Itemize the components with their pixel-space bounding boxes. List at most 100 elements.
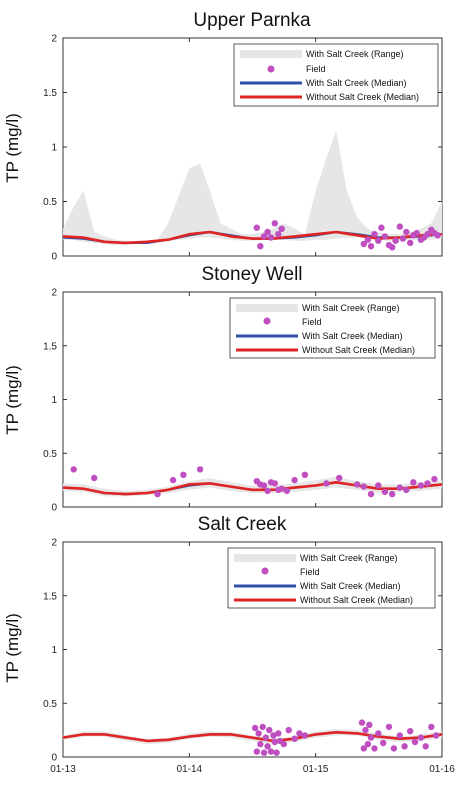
- field-point: [275, 730, 282, 737]
- y-tick-label: 1.5: [43, 88, 57, 99]
- y-ticks: 0 0.5 1 1.5 2: [43, 538, 442, 764]
- field-point: [260, 749, 268, 756]
- legend-range-label: With Salt Creek (Range): [306, 49, 404, 59]
- field-point: [389, 244, 396, 251]
- y-tick-label: 2: [51, 288, 57, 299]
- field-point: [403, 228, 410, 236]
- y-tick-label: 1.5: [43, 591, 57, 602]
- y-tick-label: 1.5: [43, 341, 57, 352]
- field-point: [362, 726, 369, 734]
- field-point: [266, 726, 273, 734]
- range-band-area: [63, 130, 442, 246]
- field-point: [259, 723, 266, 731]
- field-point: [413, 229, 420, 237]
- without-salt-creek-median-line: [62, 480, 443, 496]
- y-tick-label: 0.5: [43, 699, 57, 710]
- field-point: [257, 243, 264, 250]
- field-point: [428, 723, 435, 731]
- field-point: [411, 738, 419, 746]
- legend-field-marker: [267, 65, 275, 73]
- y-axis-label: TP (mg/l): [3, 613, 22, 683]
- field-point: [371, 231, 378, 238]
- field-point: [154, 490, 161, 498]
- legend: With Salt Creek (Range) Field With Salt …: [229, 297, 436, 359]
- field-point: [367, 243, 375, 250]
- field-point: [264, 487, 271, 495]
- field-point: [422, 743, 429, 750]
- range-band: [63, 130, 442, 246]
- legend-field-label: Field: [306, 64, 326, 74]
- field-point: [390, 745, 398, 752]
- field-point: [432, 732, 440, 739]
- field-point: [267, 748, 275, 755]
- field-point: [407, 728, 414, 735]
- x-ticks: [62, 38, 443, 256]
- field-point: [270, 732, 277, 739]
- field-point: [70, 466, 77, 473]
- field-point: [424, 231, 431, 238]
- field-point: [91, 474, 98, 482]
- field-point: [378, 224, 385, 231]
- field-point: [358, 719, 366, 726]
- field-point: [375, 482, 382, 489]
- field-point: [271, 220, 278, 227]
- legend-with-median-label: With Salt Creek (Median): [306, 78, 407, 88]
- legend-without-median-label: Without Salt Creek (Median): [306, 92, 419, 102]
- y-tick-label: 0: [51, 252, 57, 263]
- panel-salt-creek: Salt Creek TP (mg/l) 00.511.52 01-13 01-1…: [3, 514, 455, 775]
- y-tick-label: 1: [51, 143, 57, 154]
- legend-without-median-label: Without Salt Creek (Median): [300, 595, 413, 605]
- field-point: [434, 232, 441, 239]
- legend-field-marker: [263, 317, 271, 325]
- field-point: [410, 479, 417, 486]
- field-point: [375, 730, 382, 737]
- x-ticks: 01-13 01-14 01-15 01-16: [50, 542, 455, 775]
- field-points: [70, 466, 438, 498]
- median-lines: [62, 480, 443, 496]
- field-point: [375, 237, 382, 244]
- field-point: [367, 734, 375, 741]
- field-point: [180, 471, 187, 478]
- field-point: [169, 476, 177, 484]
- x-tick-label: 01-13: [50, 764, 76, 775]
- field-point: [364, 740, 372, 748]
- y-tick-label: 0: [51, 753, 57, 764]
- field-point: [360, 240, 367, 248]
- field-point: [396, 484, 403, 491]
- field-point: [381, 488, 389, 496]
- field-point: [403, 486, 410, 493]
- field-point: [278, 225, 285, 232]
- legend: With Salt Creek (Range) Field With Salt …: [227, 547, 436, 609]
- field-point: [275, 231, 282, 238]
- field-point: [401, 743, 408, 750]
- field-point: [271, 480, 278, 487]
- field-point: [354, 481, 361, 488]
- field-point: [360, 483, 367, 490]
- legend-field-label: Field: [300, 567, 320, 577]
- field-point: [407, 239, 414, 247]
- y-axis-label: TP (mg/l): [3, 365, 22, 435]
- field-point: [280, 740, 287, 748]
- x-tick-label: 01-15: [303, 764, 329, 775]
- y-tick-label: 0.5: [43, 449, 57, 460]
- field-point: [267, 234, 275, 241]
- panel-upper-parnka: Upper Parnka TP (mg/l) 0 0.5 1 1.5 2 With Sa…: [3, 10, 443, 263]
- legend-range-label: With Salt Creek (Range): [302, 303, 400, 313]
- field-point: [253, 224, 260, 231]
- legend-with-median-label: With Salt Creek (Median): [302, 331, 403, 341]
- field-point: [271, 738, 278, 746]
- field-point: [380, 739, 387, 747]
- field-point: [296, 730, 303, 737]
- field-point: [360, 745, 367, 752]
- y-tick-label: 1: [51, 395, 57, 406]
- legend-field-marker: [261, 567, 269, 575]
- y-tick-label: 0.5: [43, 197, 57, 208]
- field-point: [291, 735, 298, 742]
- field-point: [385, 723, 393, 731]
- field-point: [431, 475, 438, 483]
- field-point: [257, 740, 264, 748]
- field-point: [392, 237, 399, 244]
- field-point: [273, 749, 280, 756]
- field-point: [283, 487, 291, 495]
